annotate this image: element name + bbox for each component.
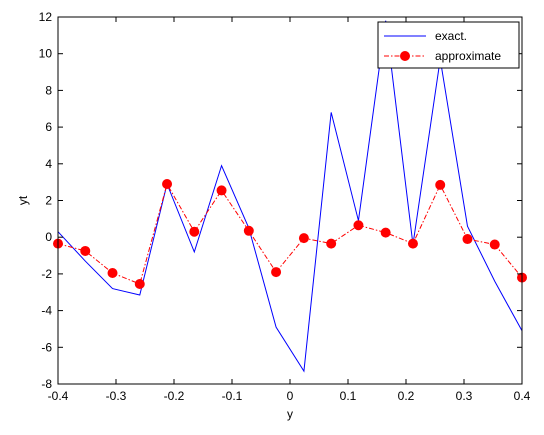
y-tick-label: 12 (39, 10, 53, 24)
y-tick-label: 0 (45, 230, 52, 244)
data-point (435, 179, 446, 190)
x-tick-label: -0.3 (106, 389, 127, 403)
data-point (189, 226, 200, 237)
series-line-0 (57, 20, 523, 373)
x-tick-label: 0.3 (456, 389, 473, 403)
x-tick-label: -0.2 (164, 389, 185, 403)
data-point (326, 238, 337, 249)
data-point (80, 245, 91, 256)
y-tick-label: 6 (45, 120, 52, 134)
data-point (407, 238, 418, 249)
ticks-layer: -0.4 -0.3 -0.2 -0.1 0 0.1 0.2 0.3 0.4 -8 -6 -4 -2 0 2 4… (39, 10, 531, 403)
x-tick-label: 0 (287, 389, 294, 403)
legend-box (377, 21, 520, 69)
data-point (107, 267, 118, 278)
y-tick-label: -6 (41, 340, 52, 354)
x-axis-label: y (287, 407, 293, 421)
data-point (489, 239, 500, 250)
y-tick-label: 2 (45, 194, 52, 208)
data-point (298, 233, 309, 244)
plot-area (58, 17, 522, 384)
data-point (243, 225, 254, 236)
x-tick-label: 0.4 (514, 389, 531, 403)
x-tick-label: 0.2 (398, 389, 415, 403)
data-point (462, 234, 473, 245)
x-tick-label: -0.1 (222, 389, 243, 403)
y-tick-label: -8 (41, 377, 52, 391)
legend-entry-label: approximate (435, 49, 501, 63)
y-tick-label: 4 (45, 157, 52, 171)
y-tick-label: 8 (45, 83, 52, 97)
x-tick-label: 0.1 (340, 389, 357, 403)
data-point (271, 267, 282, 278)
data-point (353, 220, 364, 231)
data-point (162, 178, 173, 189)
legend-entry-label: exact. (435, 29, 467, 43)
data-point (216, 185, 227, 196)
series-layer (53, 20, 527, 373)
y-tick-label: -2 (41, 267, 52, 281)
data-point (134, 278, 145, 289)
x-tick-label: -0.4 (48, 389, 69, 403)
y-tick-label: -4 (41, 304, 52, 318)
y-tick-label: 10 (39, 47, 53, 61)
data-point (380, 227, 391, 238)
y-axis-label: yt (16, 195, 30, 205)
legend: exact. approximate (377, 21, 520, 69)
legend-swatch-marker (400, 51, 410, 61)
